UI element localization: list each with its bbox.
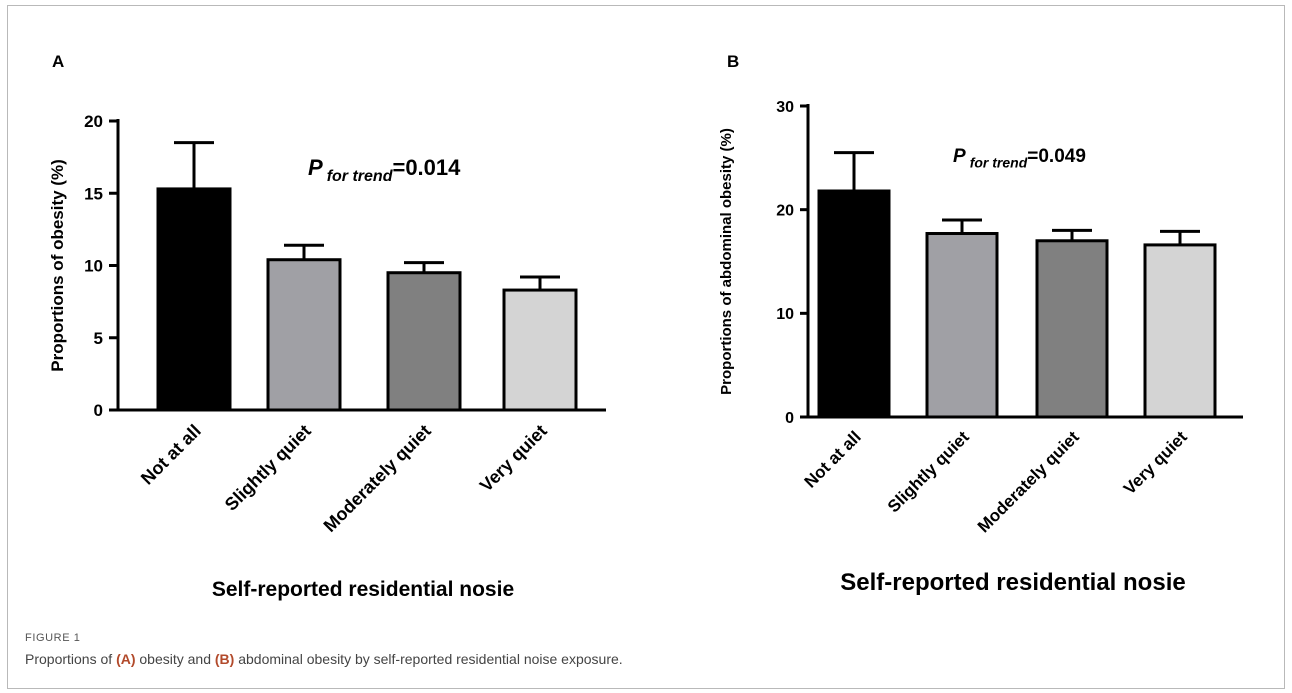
panel-a-label: A [52, 52, 64, 71]
panel-b-bar-1 [817, 189, 891, 419]
panel-b-category-label-4: Very quiet [1120, 427, 1191, 498]
caption-label: FIGURE 1 [25, 632, 81, 644]
panel-b-category-label-3: Moderately quiet [974, 427, 1083, 536]
panel-a-category-label-1: Not at all [137, 421, 205, 489]
panel-a-category-label-4: Very quiet [476, 421, 551, 496]
panel-a-category-label-2: Slightly quiet [221, 421, 315, 515]
caption-mid: obesity and [135, 651, 215, 667]
panel-b-trend-p: P [953, 146, 966, 167]
panel-a-bar-4 [502, 288, 578, 412]
panel-b-bar-4 [1143, 243, 1217, 419]
panel-b-trend-value: =0.049 [1027, 146, 1086, 167]
panel-a-ytick-label-3: 15 [84, 184, 103, 203]
panel-b-category-label-1: Not at all [801, 427, 865, 491]
panel-b-ytick-label-3: 30 [776, 99, 794, 116]
panel-a-ytick-label-2: 10 [84, 257, 103, 276]
panel-a-x-axis-label: Self-reported residential nosie [212, 578, 514, 601]
panel-b-ytick-label-0: 0 [785, 410, 794, 427]
figure-frame: A 0 5 10 15 20 Not at all Slightly quiet Moderat… [7, 5, 1285, 689]
caption-prefix: Proportions of [25, 651, 117, 667]
panel-b-label: B [727, 52, 739, 71]
panel-a-ytick-label-1: 5 [94, 329, 103, 348]
caption-ref-a: (A) [116, 651, 136, 667]
panel-b-bar-2 [925, 232, 999, 419]
panel-a-y-axis-label: Proportions of obesity (%) [48, 159, 67, 372]
panel-b-category-label-2: Slightly quiet [884, 427, 973, 516]
panel-b-ytick-label-2: 20 [776, 202, 794, 219]
panel-b-ytick-label-1: 10 [776, 306, 794, 323]
panel-a-category-label-3: Moderately quiet [320, 421, 435, 536]
panel-a-trend-subscript: for trend [327, 168, 394, 185]
caption-text: Proportions of (A) obesity and (B) abdom… [25, 651, 623, 667]
panel-a-ytick-label-0: 0 [94, 401, 103, 420]
panel-b-bar-3 [1035, 239, 1109, 419]
panel-a-trend-value: =0.014 [392, 155, 461, 180]
panel-b-trend-subscript: for trend [970, 154, 1028, 170]
panel-a-bar-2 [266, 258, 342, 412]
panel-a-ytick-label-4: 20 [84, 112, 103, 131]
panel-a-bar-1 [156, 187, 232, 412]
caption-suffix: abdominal obesity by self-reported resid… [234, 651, 623, 667]
panel-a-trend-p: P [308, 155, 323, 180]
panel-b-x-axis-label: Self-reported residential nosie [840, 569, 1185, 596]
panel-a-bar-3 [386, 271, 462, 412]
caption-ref-b: (B) [214, 651, 235, 667]
panel-b-y-axis-label: Proportions of abdominal obesity (%) [718, 128, 735, 395]
